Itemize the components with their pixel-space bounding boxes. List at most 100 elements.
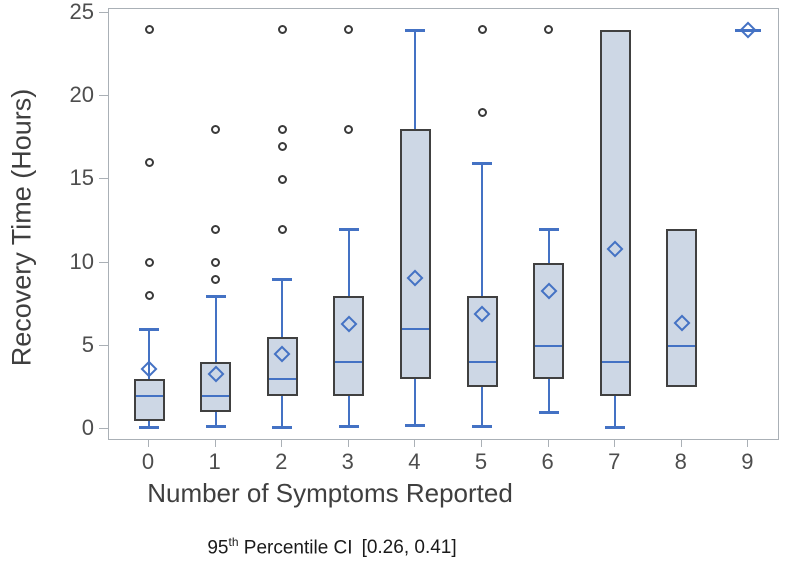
lower-whisker-cap	[139, 426, 159, 430]
upper-whisker-cap	[205, 294, 226, 298]
y-tick-mark	[99, 428, 108, 429]
upper-whisker	[414, 29, 417, 130]
median-line	[202, 394, 230, 397]
outlier-point	[344, 25, 354, 35]
x-tick-mark	[680, 440, 682, 447]
x-tick-label: 6	[541, 449, 554, 474]
x-tick-label: 1	[208, 449, 221, 474]
upper-whisker	[214, 295, 217, 363]
median-line	[135, 394, 163, 397]
x-tick-mark	[148, 440, 149, 447]
x-tick-mark	[747, 440, 749, 447]
lower-whisker-cap	[605, 426, 626, 430]
caption-interval: [0.26, 0.41]	[361, 537, 457, 559]
outlier-point	[344, 124, 354, 134]
median-line	[601, 361, 629, 364]
y-tick-label: 10	[69, 248, 94, 274]
y-tick-mark	[99, 12, 108, 13]
x-tick-label: 8	[674, 449, 687, 474]
y-tick-mark	[99, 344, 108, 346]
box	[200, 362, 232, 413]
lower-whisker-cap	[338, 424, 359, 428]
box	[466, 295, 498, 388]
lower-whisker	[547, 379, 550, 413]
box	[599, 29, 631, 396]
lower-whisker	[347, 395, 350, 426]
outlier-point	[277, 141, 287, 151]
x-tick-label: 7	[608, 449, 621, 474]
lower-whisker-cap	[405, 423, 426, 427]
caption-label: Percentile CI	[238, 537, 353, 559]
upper-whisker	[347, 229, 350, 296]
outlier-point	[277, 25, 287, 35]
caption: 95th Percentile CI [0.26, 0.41]	[207, 535, 456, 559]
y-tick-label: 5	[81, 331, 94, 357]
upper-whisker-cap	[338, 228, 359, 232]
lower-whisker	[414, 379, 417, 425]
outlier-point	[277, 224, 287, 234]
upper-whisker-cap	[405, 28, 426, 32]
single-value-line	[735, 28, 762, 32]
box	[266, 337, 298, 396]
outlier-point	[277, 174, 287, 184]
upper-whisker	[148, 329, 150, 380]
upper-whisker	[281, 279, 284, 338]
x-tick-label: 2	[275, 449, 288, 474]
box	[333, 295, 365, 396]
median-line	[401, 328, 429, 331]
y-tick-mark	[99, 95, 108, 97]
y-tick-mark	[99, 178, 108, 180]
x-axis-title: Number of Symptoms Reported	[147, 478, 513, 508]
outlier-point	[144, 258, 154, 268]
box	[666, 229, 698, 388]
outlier-point	[211, 124, 221, 134]
x-tick-mark	[347, 440, 349, 447]
outlier-point	[144, 158, 154, 168]
lower-whisker	[148, 420, 150, 428]
outlier-point	[211, 258, 221, 268]
mean-diamond	[739, 21, 757, 39]
x-tick-label: 9	[741, 449, 754, 474]
upper-whisker-cap	[472, 161, 492, 165]
x-tick-label: 5	[474, 449, 488, 474]
outlier-point	[144, 291, 154, 301]
lower-whisker-cap	[538, 411, 559, 415]
box	[533, 262, 565, 380]
upper-whisker-cap	[272, 278, 293, 282]
x-tick-label: 0	[141, 449, 155, 474]
box	[133, 379, 165, 421]
outlier-point	[144, 25, 154, 35]
mean-diamond	[140, 360, 158, 378]
lower-whisker-cap	[472, 424, 492, 428]
upper-whisker-cap	[139, 328, 159, 332]
outlier-point	[477, 108, 487, 118]
median-line	[668, 344, 696, 347]
lower-whisker	[214, 412, 217, 426]
upper-whisker	[481, 162, 483, 296]
outlier-point	[477, 25, 487, 35]
x-tick-mark	[214, 440, 216, 447]
upper-whisker-cap	[538, 228, 559, 232]
x-tick-mark	[481, 440, 482, 447]
caption-superscript: th	[228, 535, 239, 549]
plot-area	[108, 8, 779, 440]
y-tick-mark	[99, 261, 108, 263]
lower-whisker-cap	[205, 424, 226, 428]
median-line	[335, 361, 363, 364]
outlier-point	[277, 124, 287, 134]
lower-whisker-cap	[272, 426, 293, 430]
box	[399, 129, 431, 380]
y-tick-label: 20	[69, 82, 94, 108]
median-line	[468, 361, 496, 364]
outlier-point	[211, 274, 221, 284]
caption-prefix: 95	[207, 537, 229, 559]
y-tick-label: 15	[69, 165, 94, 191]
y-tick-label: 0	[81, 415, 94, 440]
x-tick-mark	[547, 440, 549, 447]
x-tick-mark	[281, 440, 283, 447]
outlier-point	[211, 224, 221, 234]
upper-whisker	[547, 229, 550, 263]
x-tick-mark	[614, 440, 616, 447]
median-line	[268, 378, 296, 381]
